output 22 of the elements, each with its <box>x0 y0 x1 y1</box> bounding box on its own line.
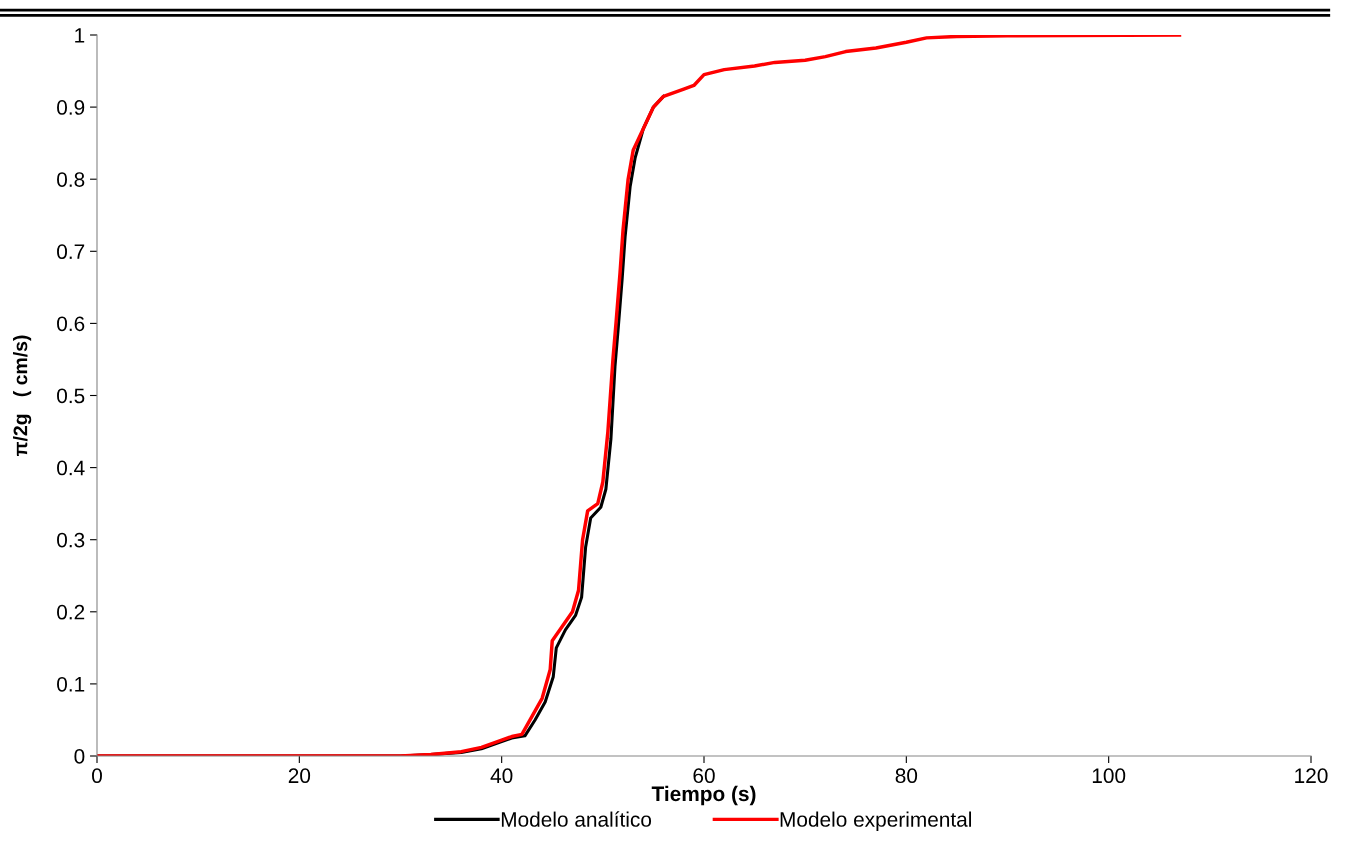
y-tick-label: 0.9 <box>57 100 85 115</box>
y-tick-label: 0.5 <box>57 388 85 404</box>
y-axis-title: π/2g ( cm/s) <box>13 335 32 457</box>
y-tick-label: 0 <box>74 749 85 764</box>
y-tick-label: 0.4 <box>57 460 85 476</box>
legend-label: Modelo analítico <box>501 811 652 827</box>
x-tick-label: 0 <box>92 768 102 784</box>
x-tick-label: 100 <box>1092 768 1126 784</box>
y-tick-label: 0.7 <box>57 244 85 260</box>
x-axis-title: Tiempo (s) <box>651 785 756 806</box>
x-tick-label: 20 <box>288 768 311 784</box>
y-tick-label: 0.2 <box>57 604 85 620</box>
y-tick-label: 0.3 <box>57 532 85 548</box>
legend-label: Modelo experimental <box>780 811 971 831</box>
y-tick-label: 0.8 <box>57 172 85 187</box>
y-tick-label: 0.1 <box>57 676 85 692</box>
y-tick-label: 0.6 <box>57 316 85 332</box>
x-tick-label: 40 <box>490 768 513 784</box>
x-tick-label: 60 <box>693 768 715 784</box>
y-tick-label: 1 <box>75 28 85 43</box>
x-tick-label: 120 <box>1295 768 1328 784</box>
x-tick-label: 80 <box>895 768 918 784</box>
